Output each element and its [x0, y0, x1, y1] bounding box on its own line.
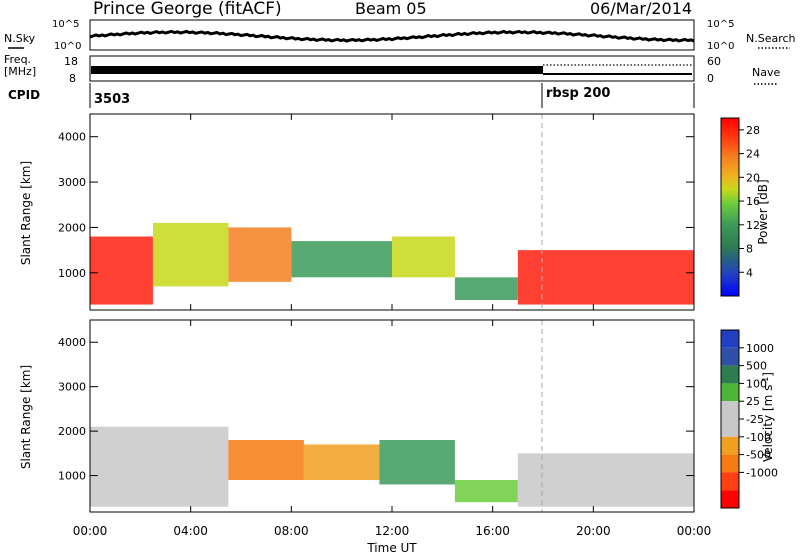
velocity-panel: 4000 3000 2000 1000 Slant Range [km] 1000 50…: [19, 319, 778, 513]
velocity-colorbar-band: [721, 419, 739, 437]
noise-left-label: N.Sky: [4, 32, 36, 45]
velocity-colorbar-band: [721, 401, 739, 419]
data-region-4: [392, 236, 455, 278]
power-colorbar-tick-label: 4: [746, 266, 753, 279]
date-title: 06/Mar/2014: [590, 0, 692, 18]
nave-label: Nave: [752, 66, 780, 79]
x-axis-label: Time UT: [366, 541, 417, 554]
power-colorbar-tick-label: 20: [746, 171, 760, 184]
velocity-colorbar: [720, 329, 740, 509]
freq-bar: [91, 66, 543, 74]
data-region-3: [379, 440, 455, 485]
x-tick-label: 16:00: [475, 524, 510, 538]
noise-right-label: N.Search: [746, 32, 796, 45]
data-region-3: [291, 241, 392, 278]
power-ytick-label: 1000: [58, 267, 86, 280]
x-axis: 00:00 04:00 08:00 12:00 16:00 20:00 00:00: [73, 114, 712, 538]
noise-left-tick-top: 10^5: [52, 19, 79, 30]
noise-sky-trace: [89, 29, 695, 43]
station-title: Prince George (fitACF): [93, 0, 282, 19]
velocity-ytick-label: 4000: [58, 336, 86, 349]
velocity-colorbar-tick-label: 100: [746, 377, 767, 390]
cpid-segment-1: 3503: [94, 92, 130, 107]
x-tick-label: 08:00: [274, 524, 309, 538]
velocity-colorbar-band: [721, 347, 739, 366]
velocity-ytick-label: 1000: [58, 470, 86, 483]
velocity-colorbar-tick-label: 1000: [746, 342, 774, 355]
data-region-5: [454, 277, 518, 301]
data-region-2: [228, 227, 292, 282]
velocity-colorbar-band: [721, 330, 739, 348]
x-tick-label: 12:00: [375, 524, 410, 538]
freq-tick-top: 18: [64, 55, 78, 68]
beam-title: Beam 05: [355, 0, 427, 18]
data-region-0: [90, 426, 229, 507]
velocity-colorbar-tick-label: 500: [746, 360, 767, 373]
data-region-6: [517, 250, 694, 305]
velocity-colorbar-tick-label: -1000: [746, 466, 778, 479]
power-ytick-label: 4000: [58, 131, 86, 144]
velocity-colorbar-band: [721, 490, 739, 508]
data-region-1: [228, 440, 304, 480]
velocity-colorbar-tick-label: -25: [746, 413, 764, 426]
velocity-colorbar-band: [721, 436, 739, 455]
cpid-panel: CPID 3503 rbsp 200: [8, 83, 695, 108]
velocity-ytick-label: 3000: [58, 381, 86, 394]
x-tick-label: 00:00: [677, 524, 712, 538]
data-region-0: [90, 236, 153, 305]
data-region-5: [517, 453, 694, 507]
velocity-colorbar-band: [721, 365, 739, 384]
power-colorbar-tick-label: 24: [746, 148, 760, 161]
x-tick-label: 20:00: [576, 524, 611, 538]
noise-right-tick-bottom: 10^0: [707, 41, 734, 52]
nave-tick-top: 60: [707, 55, 721, 68]
velocity-ytick-label: 2000: [58, 425, 86, 438]
cpid-label: CPID: [8, 88, 40, 102]
power-colorbar-tick-label: 12: [746, 219, 760, 232]
velocity-colorbar-label: Velocity [m s-1]: [761, 372, 775, 462]
noise-right-tick-top: 10^5: [707, 19, 734, 30]
nave-tick-bottom: 0: [707, 72, 714, 85]
freq-panel: Freq. [MHz] 18 8 60 0 Nave: [4, 53, 780, 85]
noise-panel: N.Sky 10^5 10^0 10^5 10^0 N.Search: [4, 19, 796, 52]
power-colorbar-tick-label: 16: [746, 195, 760, 208]
velocity-colorbar-band: [721, 383, 739, 402]
velocity-colorbar-tick-label: 25: [746, 395, 760, 408]
velocity-colorbar-tick-label: -500: [746, 449, 771, 462]
cpid-segment-2: rbsp 200: [546, 86, 610, 101]
data-region-4: [454, 480, 518, 503]
velocity-colorbar-band: [721, 472, 739, 491]
power-ylabel: Slant Range [km]: [19, 161, 33, 265]
power-ytick-label: 3000: [58, 176, 86, 189]
freq-label-1: Freq.: [4, 53, 31, 66]
x-tick-label: 00:00: [73, 524, 108, 538]
power-colorbar-tick-label: 28: [746, 124, 760, 137]
power-colorbar-label: Power [dB]: [756, 179, 770, 244]
velocity-ylabel: Slant Range [km]: [19, 365, 33, 469]
x-tick-label: 04:00: [173, 524, 208, 538]
data-region-2: [303, 444, 380, 480]
freq-tick-bottom: 8: [69, 72, 76, 85]
power-heatmap: [90, 222, 694, 305]
power-ytick-label: 2000: [58, 221, 86, 234]
noise-left-tick-bottom: 10^0: [54, 41, 81, 52]
power-panel: 4000 3000 2000 1000 Slant Range [km] 28 24 20…: [19, 113, 770, 311]
velocity-heatmap: [90, 426, 694, 507]
power-colorbar: [720, 117, 740, 297]
power-colorbar-tick-label: 8: [746, 243, 753, 256]
data-region-1: [152, 222, 229, 287]
velocity-colorbar-band: [721, 454, 739, 473]
freq-label-2: [MHz]: [4, 65, 36, 78]
velocity-colorbar-tick-label: -100: [746, 431, 771, 444]
